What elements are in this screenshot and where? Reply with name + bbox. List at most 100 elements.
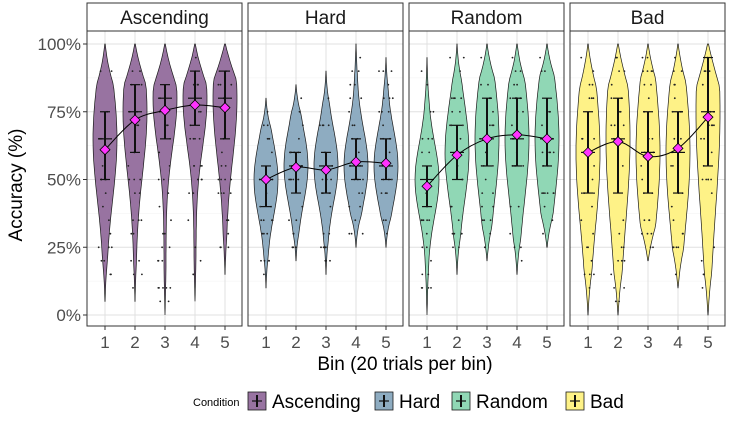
jitter-point: [516, 83, 518, 86]
jitter-point: [218, 70, 221, 72]
mean-marker-bad-bin-2: [612, 135, 624, 148]
jitter-point: [619, 110, 622, 113]
jitter-point: [198, 137, 201, 140]
jitter-point: [492, 192, 494, 195]
jitter-point: [132, 219, 134, 222]
jitter-point: [384, 192, 387, 195]
jitter-point: [462, 56, 465, 59]
jitter-point: [613, 287, 615, 289]
jitter-point: [487, 83, 489, 86]
jitter-point: [378, 70, 380, 72]
jitter-point: [451, 232, 454, 235]
mean-marker-hard-bin-5: [380, 157, 392, 169]
jitter-point: [227, 246, 230, 249]
jitter-point: [713, 246, 715, 249]
jitter-point: [193, 165, 196, 167]
jitter-point: [542, 192, 545, 195]
jitter-point: [492, 165, 494, 167]
jitter-point: [492, 205, 495, 208]
jitter-point: [522, 165, 525, 167]
jitter-point: [382, 219, 385, 222]
jitter-point: [382, 124, 384, 127]
jitter-point: [266, 124, 269, 127]
jitter-point: [300, 97, 303, 100]
jitter-point: [520, 259, 523, 262]
jitter-point: [622, 246, 625, 249]
jitter-point: [481, 205, 483, 208]
x-tick-label: 2: [291, 333, 300, 352]
jitter-point: [261, 232, 264, 235]
mean-marker-ascending-bin-5: [219, 102, 231, 114]
jitter-point: [646, 70, 649, 72]
jitter-point: [520, 246, 522, 249]
jitter-point: [588, 273, 591, 276]
jitter-point: [541, 124, 543, 127]
jitter-point: [388, 97, 391, 100]
x-tick-label: 5: [220, 333, 229, 352]
jitter-point: [539, 56, 541, 59]
jitter-point: [327, 124, 330, 127]
x-tick-label: 1: [261, 333, 270, 352]
jitter-point: [459, 110, 461, 113]
jitter-point: [449, 124, 451, 127]
jitter-point: [217, 178, 220, 181]
jitter-point: [140, 219, 143, 222]
jitter-point: [271, 151, 273, 154]
jitter-point: [581, 192, 583, 195]
jitter-point: [646, 56, 649, 59]
jitter-point: [169, 287, 172, 289]
jitter-point: [162, 178, 165, 181]
jitter-point: [513, 83, 515, 86]
jitter-point: [167, 300, 170, 303]
jitter-point: [260, 259, 262, 262]
jitter-point: [672, 219, 675, 222]
jitter-point: [421, 246, 424, 249]
jitter-point: [260, 219, 263, 222]
jitter-point: [420, 219, 423, 222]
jitter-point: [157, 259, 159, 262]
jitter-point: [613, 124, 616, 127]
x-tick-label: 5: [381, 333, 390, 352]
jitter-point: [677, 246, 680, 249]
jitter-point: [225, 219, 228, 222]
jitter-point: [509, 232, 512, 235]
mean-marker-random-bin-3: [481, 133, 493, 145]
jitter-point: [198, 110, 200, 113]
jitter-point: [382, 70, 385, 72]
jitter-point: [646, 232, 649, 235]
jitter-point: [360, 97, 363, 100]
jitter-point: [590, 97, 593, 100]
mean-marker-bad-bin-1: [582, 146, 594, 158]
legend-item-ascending: Ascending: [247, 391, 361, 413]
jitter-point: [426, 83, 429, 86]
x-tick-label: 3: [160, 333, 169, 352]
jitter-point: [301, 205, 304, 208]
jitter-point: [700, 259, 703, 262]
jitter-point: [329, 259, 331, 262]
legend: Condition Ascending Hard Random Bad: [193, 391, 624, 413]
jitter-point: [593, 165, 595, 167]
jitter-point: [220, 246, 222, 249]
legend-title: Condition: [193, 397, 239, 409]
mean-marker-bad-bin-3: [642, 150, 654, 163]
jitter-point: [325, 259, 327, 262]
jitter-point: [483, 246, 486, 249]
jitter-point: [131, 70, 134, 72]
legend-items: Ascending Hard Random Bad: [247, 391, 624, 413]
jitter-point: [673, 137, 676, 140]
jitter-point: [651, 137, 654, 140]
violin-ascending-bin-5: [212, 43, 238, 275]
mean-marker-hard-bin-3: [320, 164, 332, 176]
jitter-point: [618, 70, 620, 72]
jitter-point: [670, 165, 672, 167]
jitter-point: [192, 137, 195, 140]
jitter-point: [427, 287, 430, 289]
jitter-point: [552, 151, 555, 154]
jitter-point: [168, 165, 171, 167]
jitter-point: [266, 137, 269, 140]
jitter-point: [591, 205, 593, 208]
jitter-point: [348, 232, 351, 235]
jitter-point: [161, 259, 164, 262]
jitter-point: [480, 83, 482, 86]
axis-layer: 1 2 3 4 5 1 2 3 4 5 1 2 3 4 5 1 2 3 4 50%25%50%75%100%: [38, 35, 713, 352]
